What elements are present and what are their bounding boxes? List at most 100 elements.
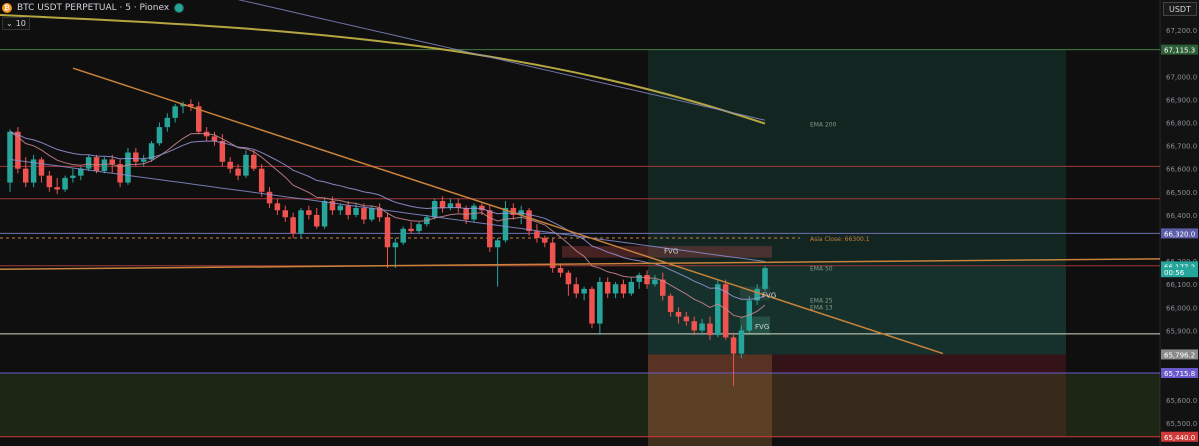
candle-body-8 bbox=[70, 175, 76, 178]
candle-body-33 bbox=[266, 191, 273, 204]
y-tick-1: 67,000.0 bbox=[1166, 73, 1197, 81]
ema-label-3: EMA 13 bbox=[810, 305, 833, 312]
candle-body-85 bbox=[675, 311, 682, 317]
candle-body-37 bbox=[298, 210, 304, 234]
chevron-down-icon[interactable]: ⌄ bbox=[6, 19, 13, 28]
asia-close-label: Asia Close: 66300.1 bbox=[810, 236, 870, 243]
candle-body-45 bbox=[361, 207, 367, 220]
candle-body-51 bbox=[408, 228, 414, 232]
candle-body-32 bbox=[258, 168, 265, 192]
candle-body-87 bbox=[691, 321, 697, 331]
price-axis bbox=[1160, 0, 1199, 446]
candle-body-19 bbox=[156, 127, 163, 144]
candle-body-1 bbox=[15, 131, 21, 169]
candle-body-76 bbox=[604, 281, 611, 294]
candle-body-11 bbox=[93, 157, 100, 172]
price-tag-4: 65,796.2 bbox=[1164, 351, 1195, 359]
y-tick-5: 66,600.0 bbox=[1166, 166, 1197, 174]
candle-body-79 bbox=[628, 281, 635, 294]
candle-body-7 bbox=[62, 177, 68, 190]
candle-body-26 bbox=[211, 136, 218, 141]
demand-zone bbox=[0, 373, 1160, 437]
candle-body-54 bbox=[431, 201, 438, 218]
candle-body-74 bbox=[589, 288, 595, 324]
y-tick-10: 66,000.0 bbox=[1166, 304, 1197, 312]
y-tick-2: 66,900.0 bbox=[1166, 96, 1197, 104]
candle-body-41 bbox=[329, 201, 336, 211]
candle-body-75 bbox=[597, 281, 603, 324]
candle-body-52 bbox=[416, 224, 422, 232]
candle-body-31 bbox=[251, 154, 257, 169]
candle-body-80 bbox=[636, 274, 642, 282]
candle-body-48 bbox=[384, 217, 391, 248]
candle-body-50 bbox=[400, 228, 406, 243]
y-tick-3: 66,800.0 bbox=[1166, 119, 1197, 127]
price-tag-bg-1 bbox=[1161, 228, 1198, 239]
market-status-icon bbox=[174, 3, 185, 13]
descending-trendline bbox=[72, 67, 944, 355]
candle-body-57 bbox=[455, 203, 462, 208]
y-tick-6: 66,500.0 bbox=[1166, 189, 1197, 197]
price-tag-5: 65,715.8 bbox=[1164, 370, 1195, 378]
candle-body-49 bbox=[392, 242, 399, 248]
candle-body-3 bbox=[30, 159, 37, 183]
price-tag-bg-0 bbox=[1161, 44, 1198, 55]
ema-13-line bbox=[9, 131, 766, 318]
candle-body-22 bbox=[180, 103, 186, 107]
price-tag-bg-4 bbox=[1161, 349, 1198, 360]
candle-body-70 bbox=[557, 268, 564, 273]
candle-body-38 bbox=[306, 210, 312, 215]
candle-body-47 bbox=[376, 207, 383, 218]
candle-body-61 bbox=[486, 210, 493, 248]
candle-body-13 bbox=[109, 159, 115, 165]
candle-body-67 bbox=[534, 231, 540, 239]
candle-body-40 bbox=[321, 201, 328, 227]
candle-body-5 bbox=[46, 175, 53, 188]
price-tag-bg-3 bbox=[1161, 267, 1198, 278]
ema-25-line bbox=[9, 131, 766, 300]
candle-body-91 bbox=[722, 284, 729, 338]
price-tag-0: 67,115.3 bbox=[1164, 47, 1195, 55]
ema-label-2: EMA 25 bbox=[810, 297, 833, 304]
candle-body-82 bbox=[652, 279, 658, 285]
candle-body-2 bbox=[22, 168, 29, 183]
y-tick-7: 66,400.0 bbox=[1166, 212, 1197, 220]
candle-body-29 bbox=[235, 168, 241, 176]
candle-body-46 bbox=[369, 207, 375, 220]
candle-body-0 bbox=[7, 131, 13, 183]
price-tag-1: 66,320.0 bbox=[1164, 230, 1195, 238]
horizontal-trendline bbox=[0, 258, 1161, 270]
ema-label-1: EMA 50 bbox=[810, 265, 833, 272]
candle-body-16 bbox=[133, 152, 139, 162]
candle-body-73 bbox=[581, 288, 587, 294]
price-tag-3: 00:56 bbox=[1164, 269, 1185, 277]
currency-selector[interactable]: USDT bbox=[1163, 2, 1197, 16]
candle-body-30 bbox=[243, 154, 249, 176]
fvg-label-0: FVG bbox=[664, 248, 678, 256]
candle-body-43 bbox=[345, 205, 351, 215]
candle-body-39 bbox=[313, 214, 320, 227]
candle-body-88 bbox=[699, 323, 705, 331]
candle-body-63 bbox=[502, 207, 509, 241]
y-tick-4: 66,700.0 bbox=[1166, 143, 1197, 151]
chart-header: ₿ BTC USDT PERPETUAL · 5 · Pionex bbox=[0, 0, 1162, 16]
candle-body-58 bbox=[463, 207, 469, 220]
candle-body-36 bbox=[290, 217, 296, 234]
symbol-title[interactable]: BTC USDT PERPETUAL · 5 · Pionex bbox=[17, 3, 170, 13]
candle-body-66 bbox=[526, 210, 532, 232]
indicator-toggle[interactable]: ⌄ 10 bbox=[2, 17, 30, 30]
fvg-label-2: FVG bbox=[755, 323, 769, 331]
candle-body-56 bbox=[447, 203, 454, 208]
candle-body-59 bbox=[471, 205, 477, 220]
candle-body-34 bbox=[274, 203, 281, 211]
candle-body-28 bbox=[227, 161, 233, 169]
ema-200-line bbox=[0, 14, 766, 125]
ema-50-line bbox=[9, 159, 766, 262]
candle-body-35 bbox=[282, 210, 289, 218]
stop-loss-zone bbox=[648, 354, 1066, 437]
candle-body-84 bbox=[667, 295, 674, 312]
candle-body-23 bbox=[188, 103, 194, 107]
bitcoin-icon: ₿ bbox=[2, 3, 12, 13]
